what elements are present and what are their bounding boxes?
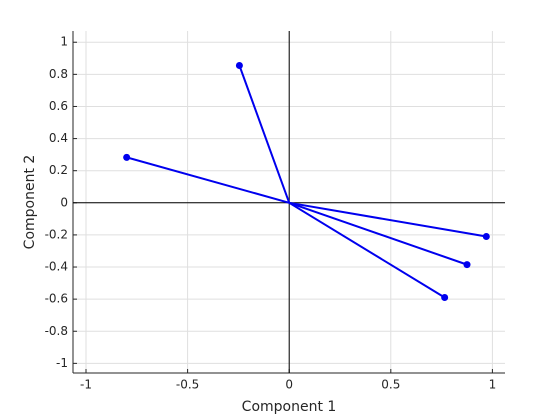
x-tick-label: 0.5: [381, 378, 400, 392]
y-tick-label: 0: [60, 195, 68, 209]
y-tick-label: 1: [60, 35, 68, 49]
y-tick-label: -1: [56, 356, 68, 370]
y-tick-label: -0.6: [45, 292, 68, 306]
vector: [289, 201, 487, 238]
x-tick-label: -0.5: [176, 378, 199, 392]
vector-tip: [441, 294, 449, 302]
x-tick-label: 1: [489, 378, 497, 392]
vector-tip: [482, 233, 490, 241]
y-tick-label: 0.8: [49, 67, 68, 81]
x-axis-label: Component 1: [242, 399, 337, 415]
y-tick-label: -0.2: [45, 227, 68, 241]
y-axis-label: Component 2: [22, 155, 38, 250]
vector: [238, 65, 291, 204]
y-tick-label: -0.4: [45, 260, 68, 274]
x-tick-label: 0: [285, 378, 293, 392]
vector-tip: [123, 153, 131, 161]
y-tick-label: -0.8: [45, 324, 68, 338]
vector-tip: [235, 62, 243, 70]
vector: [126, 156, 290, 204]
x-tick-label: -1: [80, 378, 92, 392]
vector: [288, 201, 468, 266]
y-tick-label: 0.2: [49, 163, 68, 177]
vector-tip: [463, 261, 471, 269]
y-tick-label: 0.6: [49, 99, 68, 113]
y-tick-label: 0.4: [49, 131, 68, 145]
vector: [288, 201, 446, 299]
